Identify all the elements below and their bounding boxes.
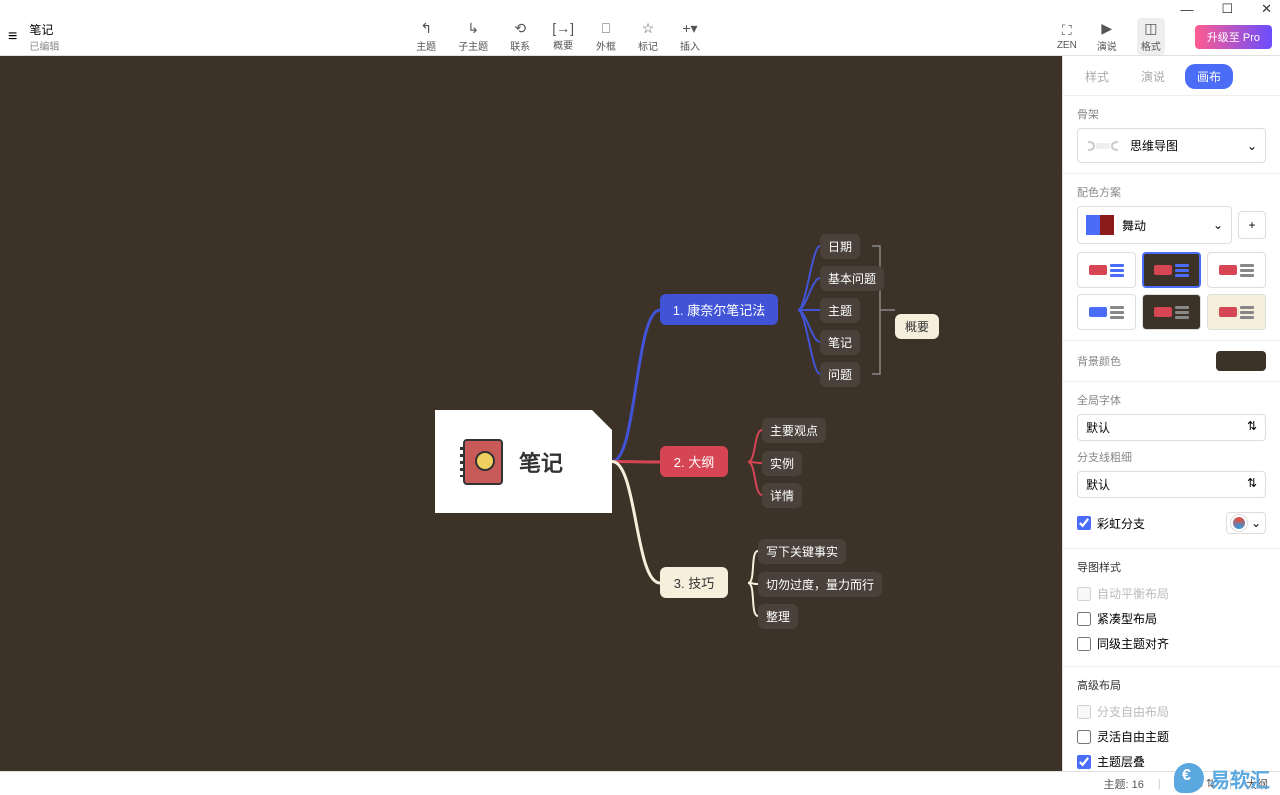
child-node[interactable]: 日期 [820, 234, 860, 259]
chevron-down-icon: ⌄ [1213, 218, 1223, 232]
child-node[interactable]: 主要观点 [762, 418, 826, 443]
status-bar: 主题: 16 | 100% ⇅ | 大纲 [0, 771, 1280, 795]
child-node[interactable]: 实例 [762, 451, 802, 476]
toolbar-外框[interactable]: ⎕外框 [596, 20, 616, 53]
rainbow-icon [1231, 515, 1247, 531]
root-node[interactable]: 笔记 [435, 410, 612, 513]
mapstyle-label: 导图样式 [1077, 559, 1266, 575]
skeleton-select[interactable]: 思维导图 ⌄ [1077, 128, 1266, 163]
mindmap-structure-icon [1086, 138, 1120, 154]
color-swatch [1086, 215, 1114, 235]
checkbox-灵活自由主题[interactable] [1077, 730, 1091, 744]
checkbox-同级主题对齐[interactable] [1077, 637, 1091, 651]
toolbar-标记[interactable]: ☆标记 [638, 20, 658, 53]
toolbar-ZEN[interactable]: ⛶ZEN [1057, 22, 1077, 51]
topic-count: 主题: 16 [1103, 776, 1143, 792]
toolbar-主题[interactable]: ↰主题 [416, 20, 436, 53]
child-node[interactable]: 基本问题 [820, 266, 884, 291]
child-node[interactable]: 笔记 [820, 330, 860, 355]
checkbox-自动平衡布局 [1077, 587, 1091, 601]
theme-thumb-2[interactable] [1207, 252, 1266, 288]
theme-thumb-5[interactable] [1207, 294, 1266, 330]
branch-width-label: 分支线粗细 [1077, 449, 1266, 465]
toolbar-联系[interactable]: ⟲联系 [510, 20, 530, 53]
sidebar-tab-演说[interactable]: 演说 [1129, 64, 1177, 89]
colorscheme-label: 配色方案 [1077, 184, 1266, 200]
sidebar-tab-画布[interactable]: 画布 [1185, 64, 1233, 89]
branch-node[interactable]: 2. 大纲 [660, 446, 728, 477]
child-node[interactable]: 主题 [820, 298, 860, 323]
advlayout-label: 高级布局 [1077, 677, 1266, 693]
chevron-down-icon: ⌄ [1247, 139, 1257, 153]
child-node[interactable]: 写下关键事实 [758, 539, 846, 564]
branch-node[interactable]: 3. 技巧 [660, 567, 728, 598]
theme-thumb-1[interactable] [1142, 252, 1201, 288]
global-font-select[interactable]: 默认⇅ [1077, 414, 1266, 441]
theme-thumb-0[interactable] [1077, 252, 1136, 288]
close-button[interactable]: ✕ [1261, 1, 1272, 17]
root-label: 笔记 [519, 446, 563, 478]
format-sidebar: 样式演说画布 骨架 思维导图 ⌄ 配色方案 舞动 ⌄ [1062, 56, 1280, 771]
sidebar-tab-样式[interactable]: 样式 [1073, 64, 1121, 89]
summary-node[interactable]: 概要 [895, 314, 939, 339]
add-colorscheme-button[interactable]: + [1238, 211, 1266, 239]
global-font-label: 全局字体 [1077, 392, 1266, 408]
minimize-button[interactable]: — [1180, 2, 1193, 17]
upgrade-button[interactable]: 升级至 Pro [1195, 25, 1272, 49]
toolbar-子主题[interactable]: ↳子主题 [458, 20, 488, 53]
toolbar-格式[interactable]: ◫格式 [1137, 18, 1165, 55]
child-node[interactable]: 切勿过度，量力而行 [758, 572, 882, 597]
skeleton-label: 骨架 [1077, 106, 1266, 122]
branch-node[interactable]: 1. 康奈尔笔记法 [660, 294, 778, 325]
toolbar: ≡ 笔记 已编辑 ↰主题 ↳子主题 ⟲联系 [→]概要 ⎕外框 ☆标记 +▾插入 ⛶ZEN ▶… [0, 18, 1280, 56]
maximize-button[interactable]: ☐ [1221, 1, 1233, 17]
child-node[interactable]: 问题 [820, 362, 860, 387]
theme-thumbnails [1077, 252, 1266, 330]
zoom-level[interactable]: 100% ⇅ [1175, 777, 1215, 790]
checkbox-主题层叠[interactable] [1077, 755, 1091, 769]
outline-toggle[interactable]: 大纲 [1246, 776, 1268, 792]
document-status: 已编辑 [29, 38, 59, 53]
checkbox-紧凑型布局[interactable] [1077, 612, 1091, 626]
toolbar-插入[interactable]: +▾插入 [680, 20, 700, 53]
rainbow-label: 彩虹分支 [1097, 515, 1145, 532]
child-node[interactable]: 详情 [762, 483, 802, 508]
bg-color-swatch[interactable] [1216, 351, 1266, 371]
theme-thumb-3[interactable] [1077, 294, 1136, 330]
toolbar-center: ↰主题 ↳子主题 ⟲联系 [→]概要 ⎕外框 ☆标记 +▾插入 [59, 20, 1056, 53]
notebook-icon [463, 439, 503, 485]
rainbow-checkbox[interactable] [1077, 516, 1091, 530]
menu-button[interactable]: ≡ [8, 28, 17, 46]
mindmap-canvas[interactable]: 笔记 1. 康奈尔笔记法日期基本问题主题概要笔记问题2. 大纲主要观点实例详情3… [0, 56, 1062, 771]
document-title: 笔记 [29, 21, 59, 38]
theme-thumb-4[interactable] [1142, 294, 1201, 330]
toolbar-概要[interactable]: [→]概要 [552, 20, 574, 53]
toolbar-演说[interactable]: ▶演说 [1097, 20, 1117, 53]
sidebar-tabs: 样式演说画布 [1063, 64, 1280, 96]
branch-width-select[interactable]: 默认⇅ [1077, 471, 1266, 498]
child-node[interactable]: 整理 [758, 604, 798, 629]
window-controls: — ☐ ✕ [0, 0, 1280, 18]
bg-color-label: 背景颜色 [1077, 353, 1121, 369]
checkbox-分支自由布局 [1077, 705, 1091, 719]
toolbar-right: ⛶ZEN ▶演说 ◫格式 升级至 Pro [1057, 18, 1272, 55]
colorscheme-select[interactable]: 舞动 ⌄ [1077, 206, 1232, 244]
rainbow-style-select[interactable]: ⌄ [1226, 512, 1266, 534]
chevron-down-icon: ⌄ [1251, 516, 1261, 530]
